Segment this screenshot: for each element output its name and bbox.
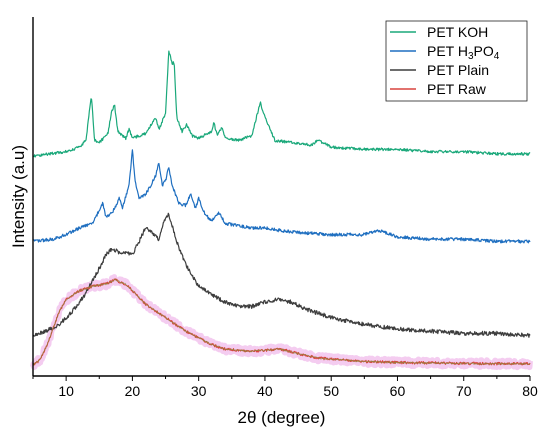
- series-layer: [32, 50, 531, 367]
- x-tick-label: 80: [522, 383, 538, 399]
- legend-label-pet-h3po4: PET H3PO4: [427, 43, 500, 62]
- legend-box: [385, 20, 528, 102]
- axis-layer: 10 20 30 40 50 60 70 80 2θ (degree) Intensity (a.…: [9, 17, 538, 427]
- series-pet-raw-overlay: [32, 279, 531, 366]
- series-pet-raw-halo: [30, 274, 533, 371]
- x-tick-label: 10: [58, 383, 74, 399]
- raw-halo-layer: [30, 274, 533, 371]
- series-pet-h3po4-line: [32, 149, 531, 244]
- x-tick-label: 40: [257, 383, 273, 399]
- legend-label-pet-koh: PET KOH: [427, 24, 488, 40]
- x-tick-label: 70: [456, 383, 472, 399]
- series-pet-plain-line: [32, 212, 531, 338]
- series-pet-raw-line: [32, 278, 531, 367]
- x-tick-label: 20: [125, 383, 141, 399]
- legend-label-pet-plain: PET Plain: [427, 62, 489, 78]
- legend-label-pet-raw: PET Raw: [427, 81, 487, 97]
- x-axis-title: 2θ (degree): [238, 408, 326, 427]
- series-pet-koh-line: [32, 50, 531, 158]
- x-tick-label: 30: [191, 383, 207, 399]
- x-tick-label: 50: [323, 383, 339, 399]
- x-tick-label: 60: [390, 383, 406, 399]
- y-axis-title: Intensity (a.u): [9, 145, 28, 248]
